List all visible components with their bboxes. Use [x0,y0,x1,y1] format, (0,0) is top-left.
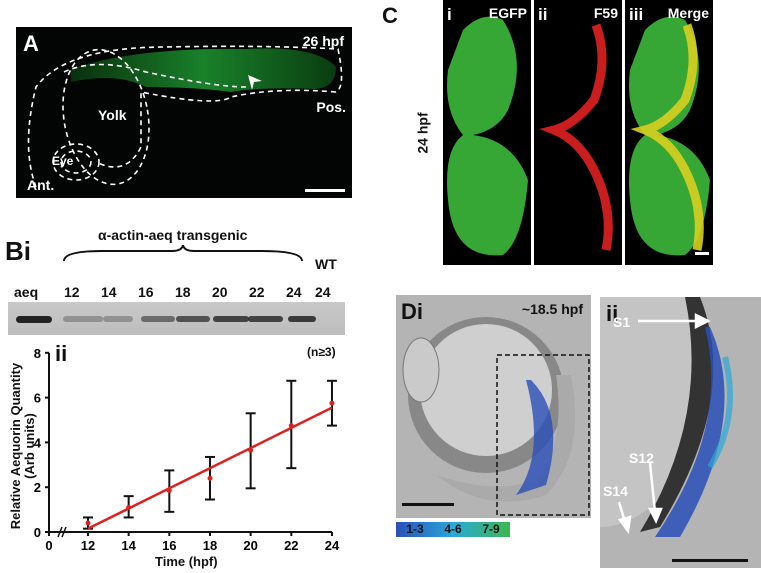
c-sub-name: Merge [667,5,709,21]
n-note: (n≥3) [307,345,336,359]
group-bracket [63,245,303,262]
x-tick-label: 18 [203,538,217,553]
c-sub-num: iii [629,5,644,24]
lane-aeq: aeq [14,284,39,300]
panel-c-label: C [382,3,398,28]
embryo-outline [27,45,345,192]
x-tick-label: 20 [243,538,257,553]
data-point [85,520,91,526]
x-tick-label: 22 [284,538,298,553]
anterior-label: Ant. [27,177,55,193]
c-sub-name: EGFP [488,5,527,21]
x-axis-label: Time (hpf) [155,554,218,569]
panel-dii-image: ii S1 S12 S14 [600,297,761,568]
legend-7-9: 7-9 [482,522,500,536]
panel-c-f59: ii F59 [534,0,622,265]
c-sub-name: F59 [593,5,618,21]
x-tick-label: 14 [121,538,136,553]
lane-wt-24: 24 [315,284,331,300]
legend-4-6: 4-6 [444,522,462,536]
somite-s1: S1 [613,314,631,330]
data-point [166,488,172,494]
panel-c-merge: iii Merge [625,0,713,265]
panel-c-egfp: i EGFP [443,0,531,265]
lane-18: 18 [175,284,191,300]
data-point [329,400,335,406]
data-point [126,504,132,510]
panel-a-image: A 26 hpf Yolk Eye Ant. Pos. [16,27,352,198]
panel-label: A [23,31,39,56]
posterior-label: Pos. [316,99,346,115]
intensity-legend: 1-3 4-6 7-9 [396,522,510,537]
y-tick-label: 0 [34,525,41,540]
lane-20: 20 [212,284,228,300]
lane-24: 24 [286,284,302,300]
axis-break [57,526,67,538]
scale-bar [305,189,345,192]
panel-b-label: Bi [5,236,31,266]
chart-sub-label: ii [55,341,68,366]
eye-label: Eye [52,154,74,168]
lane-12: 12 [64,284,80,300]
legend-1-3: 1-3 [406,522,424,536]
y-tick-label: 4 [34,435,42,450]
panel-dii-label: ii [606,301,619,326]
y-tick-label: 6 [34,391,41,406]
x-tick-label: 12 [81,538,95,553]
x-tick-label: 0 [45,538,52,553]
data-point [288,423,294,429]
yolk-label: Yolk [98,107,127,123]
c-stage-label: 24 hpf [414,112,431,154]
y-tick-label: 8 [34,346,41,361]
arrowhead-icon [248,75,262,90]
lane-14: 14 [101,284,117,300]
stage-label: 26 hpf [302,33,344,49]
lane-22: 22 [249,284,265,300]
western-blot [8,302,345,335]
panel-di-image: Di ~18.5 hpf [396,295,591,518]
blot-group-label: α-actin-aeq transgenic [98,227,248,243]
somite-s12: S12 [629,450,654,466]
x-tick-label: 24 [325,538,340,553]
lane-16: 16 [138,284,154,300]
somite-s14: S14 [603,483,628,499]
panel-d-label: Di [401,299,423,324]
y-tick-label: 2 [34,480,41,495]
data-point [248,447,254,453]
y-axis-label: Relative Aequorin Quantity (Arb units) [8,362,37,530]
data-point [207,475,213,481]
d-stage-label: ~18.5 hpf [521,301,583,317]
wt-label: WT [315,256,337,272]
x-tick-label: 16 [162,538,176,553]
c-sub-num: ii [538,5,548,24]
c-sub-num: i [447,5,452,24]
